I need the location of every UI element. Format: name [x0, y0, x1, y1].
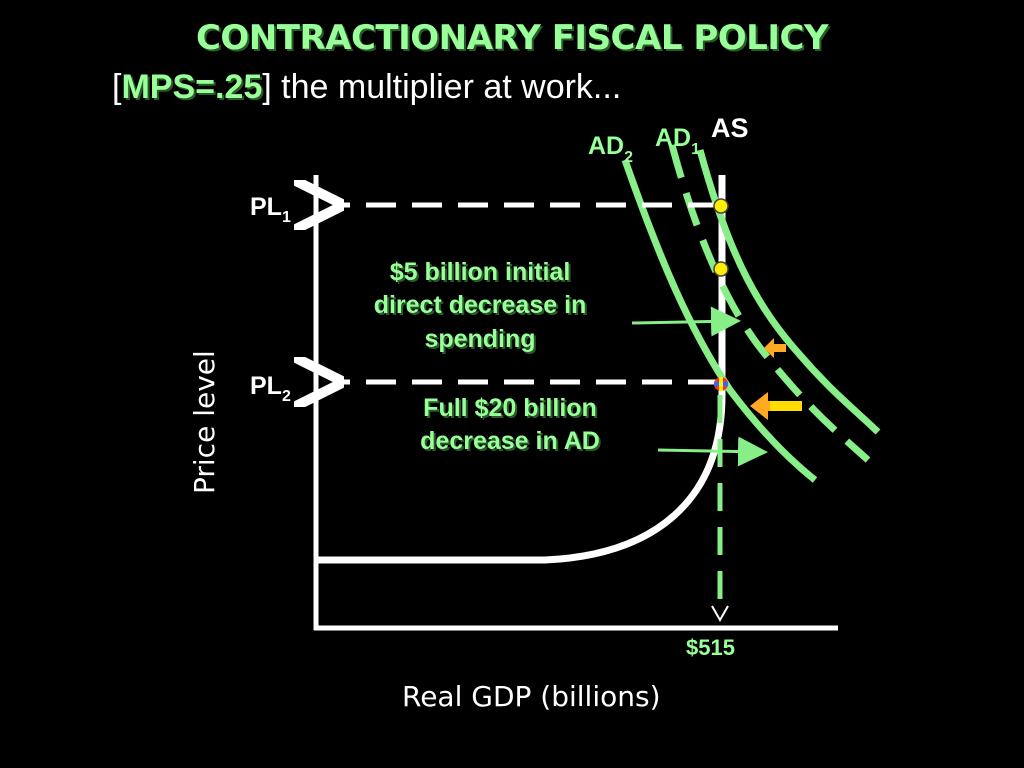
subtitle-mps: MPS=.25: [121, 68, 263, 106]
shift-arrow-large-icon: [750, 392, 802, 420]
ad2-label: AD2: [588, 132, 633, 166]
as-curve: [316, 175, 726, 564]
slide-title: CONTRACTIONARY FISCAL POLICY: [195, 18, 829, 58]
full-decrease-line-2: decrease in AD: [420, 427, 600, 456]
shift-arrow-small-icon: [764, 338, 786, 358]
initial-decrease-line-2: direct decrease in: [373, 291, 587, 320]
pl2-label: PL2: [250, 372, 291, 405]
gdp-guide-arrowhead: [711, 605, 729, 623]
ad1-curve: [668, 144, 871, 463]
full-decrease-pointer: [657, 436, 768, 467]
equilibrium-point-pl1: [713, 198, 729, 214]
gdp-value-label: $515: [686, 635, 735, 660]
subtitle-open-bracket: [: [112, 68, 122, 106]
ad-initial-curve: [696, 149, 881, 435]
as-label: AS: [711, 113, 749, 143]
initial-decrease-line-1: $5 billion initial: [389, 258, 571, 286]
intermediate-point: [713, 261, 729, 277]
x-axis-title: Real GDP (billions): [402, 680, 661, 713]
pl1-label: PL1: [250, 193, 291, 226]
initial-decrease-pointer: [631, 306, 741, 337]
full-decrease-line-1: Full $20 billion: [423, 394, 597, 422]
subtitle-rest: ] the multiplier at work...: [262, 68, 622, 106]
slide-subtitle: [MPS=.25] the multiplier at work...: [112, 68, 621, 107]
initial-decrease-line-3: spending: [424, 324, 536, 353]
ad1-label: AD1: [655, 124, 700, 158]
y-axis-title: Price level: [188, 350, 221, 494]
initial-decrease-annotation: $5 billion initial direct decrease in sp…: [320, 252, 640, 360]
full-decrease-annotation: Full $20 billion decrease in AD: [370, 388, 650, 463]
equilibrium-point-pl2: [714, 377, 728, 391]
